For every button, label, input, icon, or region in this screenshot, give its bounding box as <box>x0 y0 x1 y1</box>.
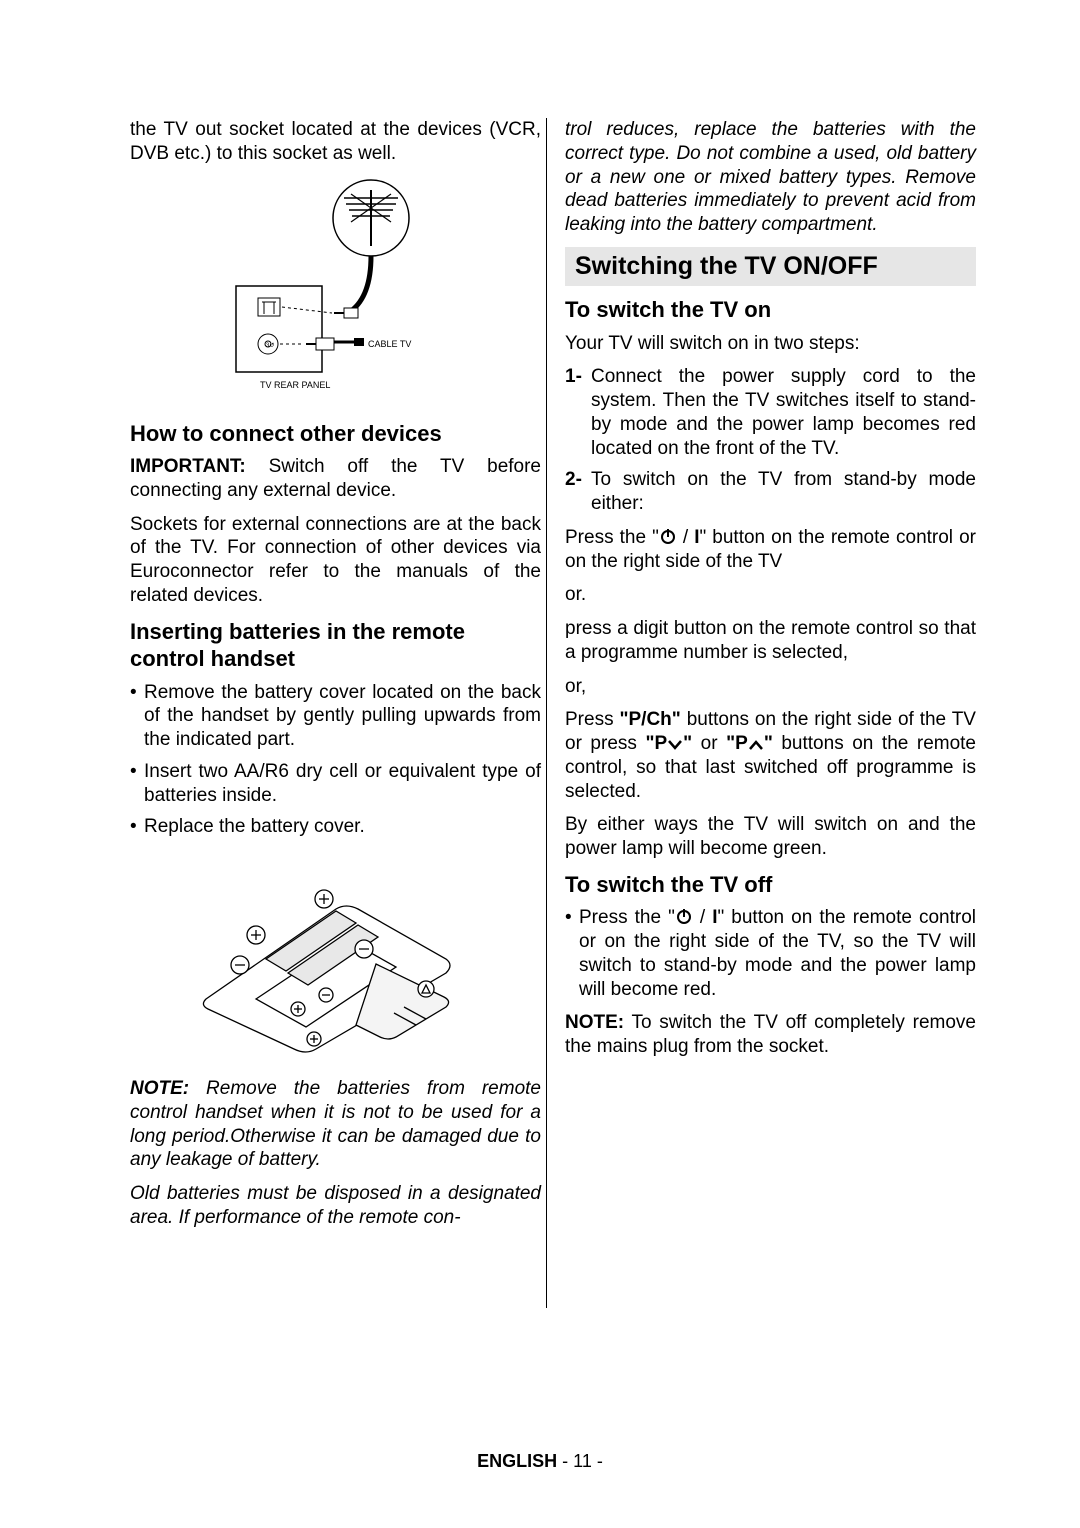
note-text: Remove the batteries from remote control… <box>130 1078 541 1170</box>
either-ways-text: By either ways the TV will switch on and… <box>565 813 976 861</box>
cable-tv-label: CABLE TV <box>368 339 411 349</box>
step-item: 2-To switch on the TV from stand-by mode… <box>565 468 976 516</box>
or-text: or. <box>565 583 976 607</box>
pch-label: "P/Ch" <box>619 709 680 730</box>
switch-on-intro: Your TV will switch on in two steps: <box>565 332 976 356</box>
text: Press the " <box>579 907 675 928</box>
remote-battery-diagram <box>196 849 476 1059</box>
note-paragraph: NOTE: Remove the batteries from remote c… <box>130 1077 541 1172</box>
p-up-label: "P" <box>726 733 773 754</box>
bullet-item: Remove the battery cover located on the … <box>130 681 541 752</box>
svg-text:3↺: 3↺ <box>266 342 274 349</box>
antenna-diagram: 3↺ CABLE TV TV REAR PANEL <box>216 176 456 406</box>
sockets-text: Sockets for external connections are at … <box>130 513 541 608</box>
note-label: NOTE: <box>130 1078 189 1099</box>
note-paragraph-2: Old batteries must be disposed in a desi… <box>130 1182 541 1230</box>
rear-panel-label: TV REAR PANEL <box>260 380 330 390</box>
left-column: the TV out socket located at the devices… <box>130 118 541 1408</box>
battery-bullets: Remove the battery cover located on the … <box>130 681 541 840</box>
text: Press the " <box>565 527 659 548</box>
heading-batteries: Inserting batteries in the remote contro… <box>130 618 541 673</box>
pch-paragraph: Press "P/Ch" buttons on the right side o… <box>565 708 976 803</box>
text: / <box>677 527 694 548</box>
chevron-down-icon <box>667 739 683 751</box>
chevron-up-icon <box>748 739 764 751</box>
column-separator <box>546 118 547 1308</box>
footer-page-number: - 11 - <box>562 1451 603 1471</box>
text: or <box>692 733 726 754</box>
heading-connect-devices: How to connect other devices <box>130 420 541 448</box>
press-power-paragraph: Press the " / I" button on the remote co… <box>565 526 976 574</box>
switch-on-steps: 1-Connect the power supply cord to the s… <box>565 365 976 516</box>
note2-paragraph: NOTE: To switch the TV off completely re… <box>565 1011 976 1059</box>
bullet-item: Press the " / I" button on the remote co… <box>565 906 976 1001</box>
text: Press <box>565 709 619 730</box>
intro-text: the TV out socket located at the devices… <box>130 118 541 166</box>
step-text: Connect the power supply cord to the sys… <box>591 366 976 458</box>
step-text: To switch on the TV from stand-by mode e… <box>591 469 976 514</box>
power-icon <box>675 907 693 925</box>
important-paragraph: IMPORTANT: Switch off the TV before conn… <box>130 455 541 503</box>
note2-label: NOTE: <box>565 1012 624 1033</box>
p-down-label: "P" <box>645 733 692 754</box>
step-item: 1-Connect the power supply cord to the s… <box>565 365 976 460</box>
heading-switch-on: To switch the TV on <box>565 296 976 324</box>
text: / <box>693 907 712 928</box>
note2-text: To switch the TV off completely remove t… <box>565 1012 976 1057</box>
bullet-item: Replace the battery cover. <box>130 815 541 839</box>
switch-off-bullets: Press the " / I" button on the remote co… <box>565 906 976 1001</box>
page-footer: ENGLISH - 11 - <box>0 1451 1080 1472</box>
or-text: or, <box>565 675 976 699</box>
bullet-item: Insert two AA/R6 dry cell or equivalent … <box>130 760 541 808</box>
press-digit-text: press a digit button on the remote contr… <box>565 617 976 665</box>
continuation-text: trol reduces, replace the batteries with… <box>565 118 976 237</box>
footer-language: ENGLISH <box>477 1451 557 1471</box>
heading-switching: Switching the TV ON/OFF <box>565 247 976 286</box>
important-label: IMPORTANT: <box>130 456 246 477</box>
heading-switch-off: To switch the TV off <box>565 871 976 899</box>
power-icon <box>659 527 677 545</box>
right-column: trol reduces, replace the batteries with… <box>565 118 976 1408</box>
